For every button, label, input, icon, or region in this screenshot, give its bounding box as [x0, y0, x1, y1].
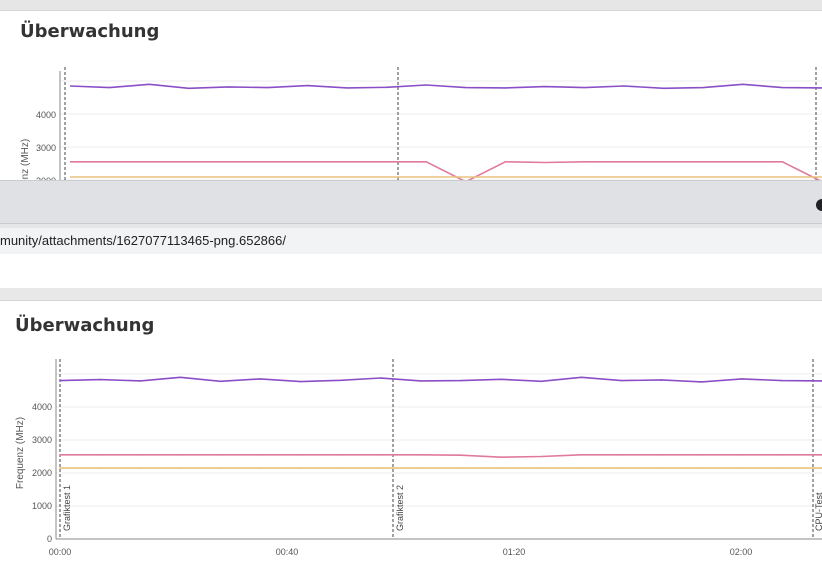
y-tick-label: 4000: [36, 110, 56, 120]
data-point: [700, 467, 703, 469]
data-point: [741, 454, 743, 456]
data-point: [99, 378, 101, 381]
data-point: [700, 381, 703, 383]
data-point: [620, 467, 623, 469]
data-point: [580, 376, 583, 379]
x-tick-label: 02:00: [730, 547, 753, 557]
y-tick-label: 2000: [32, 468, 52, 478]
page-title: Überwachung: [20, 21, 160, 42]
data-point: [460, 379, 462, 382]
data-point: [339, 454, 342, 456]
data-point: [259, 467, 262, 469]
x-tick-label: 00:00: [49, 547, 72, 557]
data-point: [420, 467, 422, 469]
data-point: [500, 467, 503, 469]
data-point: [460, 467, 462, 469]
data-point: [299, 380, 302, 383]
data-point: [380, 467, 382, 469]
data-point: [500, 456, 503, 458]
data-point: [219, 454, 222, 456]
data-point: [99, 454, 101, 456]
page-title: Überwachung: [15, 315, 155, 336]
series-line: [59, 376, 822, 383]
y-axis-label: quenz (MHz): [20, 139, 31, 181]
data-point: [460, 454, 462, 456]
data-point: [741, 467, 743, 469]
data-point: [741, 378, 743, 380]
data-point: [781, 454, 783, 456]
data-point: [139, 380, 141, 382]
data-point: [500, 378, 503, 381]
data-point: [179, 454, 182, 456]
data-point: [339, 379, 342, 382]
data-point: [380, 454, 382, 456]
data-point: [219, 467, 222, 469]
data-point: [660, 454, 663, 456]
event-marker-label: CPU-Test: [814, 492, 822, 531]
data-point: [139, 454, 141, 456]
data-point: [620, 454, 623, 456]
page-divider: [0, 288, 822, 300]
menu-dot-icon[interactable]: [816, 199, 822, 211]
data-point: [660, 467, 663, 469]
data-point: [781, 379, 783, 382]
data-point: [420, 454, 422, 456]
data-point: [580, 467, 583, 469]
data-point: [259, 454, 262, 456]
data-point: [420, 380, 422, 382]
data-point: [620, 379, 623, 382]
data-point: [299, 467, 302, 469]
data-point: [660, 379, 663, 381]
bottom-frequency-chart: Frequenz (MHz) 0 1000 2000 3000 4000 00:…: [15, 359, 822, 557]
data-point: [380, 377, 382, 379]
data-point: [259, 378, 262, 380]
data-point: [339, 467, 342, 469]
data-point: [700, 454, 703, 456]
data-point: [59, 467, 61, 469]
bottom-monitoring-panel: Überwachung Frequenz (MHz) 0 1000 2000 3…: [0, 300, 822, 567]
y-tick-label: 2000: [36, 176, 56, 181]
y-tick-label: 3000: [36, 143, 56, 153]
data-point: [781, 467, 783, 469]
top-monitoring-panel: Überwachung quenz (MHz) 4000 3000 2000: [0, 10, 822, 181]
data-point: [139, 467, 141, 469]
y-tick-label: 3000: [32, 435, 52, 445]
y-tick-label: 0: [47, 534, 52, 544]
data-point: [219, 380, 222, 383]
series-line: [60, 454, 822, 459]
data-point: [540, 467, 543, 469]
data-point: [540, 380, 543, 383]
y-axis-label: Frequenz (MHz): [15, 417, 26, 489]
browser-toolbar: [0, 180, 822, 224]
address-bar[interactable]: munity/attachments/1627077113465-png.652…: [0, 228, 822, 254]
top-frequency-chart: quenz (MHz) 4000 3000 2000: [20, 67, 822, 181]
series-line: [70, 160, 822, 181]
y-tick-label: 4000: [32, 402, 52, 412]
data-point: [580, 454, 583, 456]
data-point: [99, 467, 101, 469]
x-tick-label: 01:20: [503, 547, 526, 557]
data-point: [59, 379, 61, 382]
data-point: [179, 467, 182, 469]
page-spacer: [0, 254, 822, 288]
data-point: [540, 455, 543, 458]
data-point: [179, 376, 182, 379]
y-tick-label: 1000: [32, 501, 52, 511]
url-text[interactable]: munity/attachments/1627077113465-png.652…: [0, 233, 286, 248]
event-marker-label: Grafiktest 1: [62, 485, 72, 531]
data-point: [59, 454, 61, 456]
event-marker-label: Grafiktest 2: [395, 485, 405, 531]
data-point: [299, 454, 302, 456]
x-tick-label: 00:40: [276, 547, 299, 557]
series-line: [69, 83, 822, 90]
